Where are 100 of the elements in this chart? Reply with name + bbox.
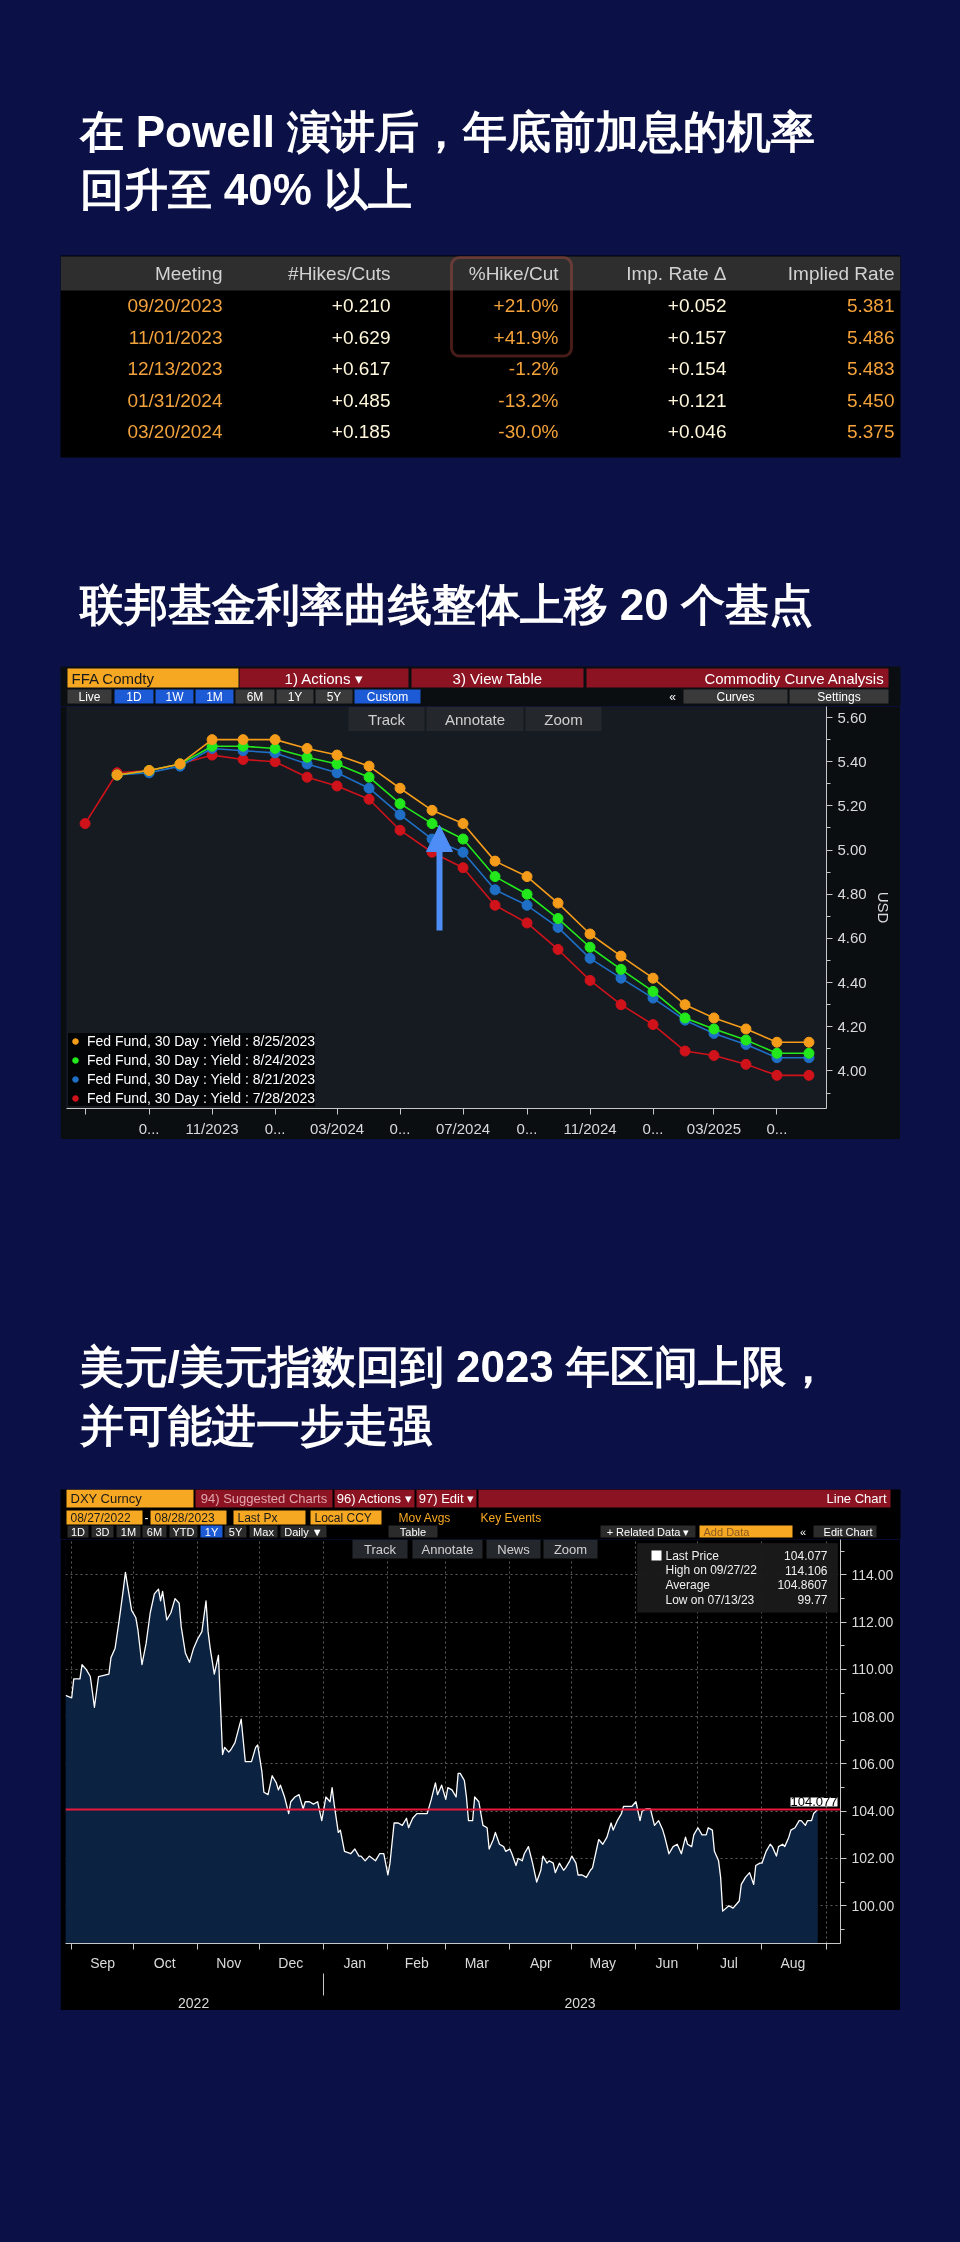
x-tick-label: 0...: [138, 1119, 160, 1137]
text: 97) Edit ▾: [418, 1491, 475, 1506]
chart-title: 联邦基金利率曲线整体上移 20 个基点: [77, 579, 813, 629]
x-tick-label: Apr: [529, 1954, 553, 1971]
data-label: +0.121: [667, 389, 727, 411]
legend-label: Fed Fund, 30 Day : Yield : 8/25/2023: [87, 1033, 316, 1049]
y-tick-label: 114.00: [851, 1566, 894, 1583]
y-tick-label: 110.00: [851, 1661, 894, 1678]
data-label: +21.0%: [493, 295, 559, 316]
annotation: Track: [363, 1541, 397, 1557]
text: 6M: [146, 1525, 163, 1538]
x-tick-label: 07/2024: [435, 1119, 491, 1137]
text: 08/27/2022: [70, 1510, 131, 1525]
data-label: +0.210: [331, 295, 391, 316]
text: Settings: [817, 689, 861, 704]
x-tick-label: 03/2025: [686, 1119, 742, 1137]
data-label: -13.2%: [498, 389, 559, 411]
x-tick-label: Aug: [780, 1954, 806, 1971]
data-label: +0.185: [331, 421, 391, 443]
legend-label: Fed Fund, 30 Day : Yield : 8/21/2023: [87, 1071, 316, 1087]
text: -: [144, 1511, 149, 1525]
x-tick-label: May: [589, 1954, 617, 1971]
x-tick-label: 0...: [642, 1119, 664, 1137]
data-label: -30.0%: [498, 421, 559, 443]
annotation: Annotate: [444, 710, 506, 728]
annotation: 99.77: [797, 1593, 828, 1608]
text: 5Y: [228, 1525, 243, 1538]
category-label: 01/31/2024: [127, 389, 223, 411]
text: YTD: [172, 1525, 195, 1538]
category-label: 11/01/2023: [128, 326, 223, 348]
x-tick-label: Dec: [278, 1954, 304, 1971]
data-label: +41.9%: [493, 326, 559, 348]
annotation: Average: [665, 1577, 711, 1592]
data-label: 5.486: [846, 326, 895, 348]
data-label: 5.483: [846, 358, 895, 380]
text: Table: [399, 1525, 427, 1538]
y-tick-label: 5.60: [837, 708, 867, 726]
legend-label: Fed Fund, 30 Day : Yield : 8/24/2023: [87, 1052, 316, 1068]
y-tick-label: 4.00: [837, 1061, 867, 1079]
text: 1Y: [204, 1525, 219, 1538]
x-tick-label: 0...: [264, 1119, 286, 1137]
x-tick-label: Jul: [719, 1954, 738, 1971]
y-tick-label: 4.20: [837, 1017, 867, 1035]
text: 08/28/2023: [154, 1510, 215, 1525]
y-tick-label: 100.00: [851, 1897, 895, 1914]
annotation: 104.077: [784, 1549, 828, 1563]
annotation: Zoom: [553, 1541, 588, 1557]
text: Key Events: [480, 1510, 542, 1525]
y-tick-label: 106.00: [851, 1755, 895, 1772]
text: Live: [78, 689, 101, 704]
text: Edit Chart: [823, 1525, 873, 1538]
data-label: +0.629: [331, 326, 391, 348]
annotation: 114.106: [785, 1563, 828, 1578]
y-tick-label: 104.00: [851, 1803, 895, 1820]
data-label: +0.046: [667, 421, 727, 443]
x-tick-label: 11/2023: [185, 1119, 239, 1137]
data-label: +0.052: [667, 295, 727, 316]
text: Commodity Curve Analysis: [704, 669, 884, 687]
annotation: 104.8607: [777, 1578, 828, 1593]
text: Line Chart: [826, 1491, 887, 1506]
text: 1D: [70, 1525, 86, 1538]
annotation: Annotate: [421, 1541, 474, 1557]
x-tick-label: 0...: [766, 1119, 788, 1137]
x-tick-label: Oct: [153, 1954, 176, 1971]
text: 1D: [126, 689, 142, 704]
text: %Hike/Cut: [468, 263, 560, 284]
text: 在 Powell 演讲后，年底前加息的机率回升至 40% 以上: [78, 106, 816, 215]
text: 1M: [120, 1525, 137, 1538]
annotation: High on 09/27/22: [665, 1563, 758, 1578]
x-tick-label: Jun: [655, 1954, 679, 1971]
data-label: 5.375: [846, 421, 895, 443]
text: 1) Actions ▾: [284, 669, 363, 687]
text: 6M: [246, 689, 264, 704]
text: DXY Curncy: [70, 1491, 143, 1506]
text: «: [799, 1525, 807, 1538]
text: 5Y: [326, 689, 342, 704]
x-tick-label: Feb: [404, 1954, 430, 1971]
text: + Related Data ▾: [606, 1525, 690, 1538]
y-tick-label: 5.00: [837, 841, 867, 859]
data-label: +0.617: [331, 358, 391, 380]
x-tick-label: 03/2024: [309, 1119, 365, 1137]
y-tick-label: 112.00: [851, 1614, 894, 1631]
text: FFA Comdty: [71, 669, 155, 687]
legend-label: Fed Fund, 30 Day : Yield : 7/28/2023: [87, 1090, 316, 1106]
x-tick-label: Nov: [216, 1954, 242, 1971]
x-tick-label: 0...: [389, 1119, 411, 1137]
data-label: +0.485: [331, 389, 391, 411]
y-tick-label: 102.00: [851, 1850, 895, 1867]
x-tick-label: 11/2024: [563, 1119, 617, 1137]
data-label: +0.154: [667, 358, 727, 380]
x-tick-label: 0...: [516, 1119, 538, 1137]
series-label: #Hikes/Cuts: [288, 263, 391, 284]
ref-line-label: 104.077: [790, 1794, 838, 1810]
chart-title: 美元/美元指数回到 2023 年区间上限，并可能进一步走强: [78, 1342, 831, 1450]
text: Daily ▼: [284, 1525, 323, 1538]
text: 3) View Table: [452, 669, 543, 687]
y-tick-label: 5.20: [837, 796, 867, 814]
text: 1W: [165, 689, 185, 704]
text: 3D: [95, 1525, 110, 1538]
x-tick-label: Jan: [343, 1954, 367, 1971]
